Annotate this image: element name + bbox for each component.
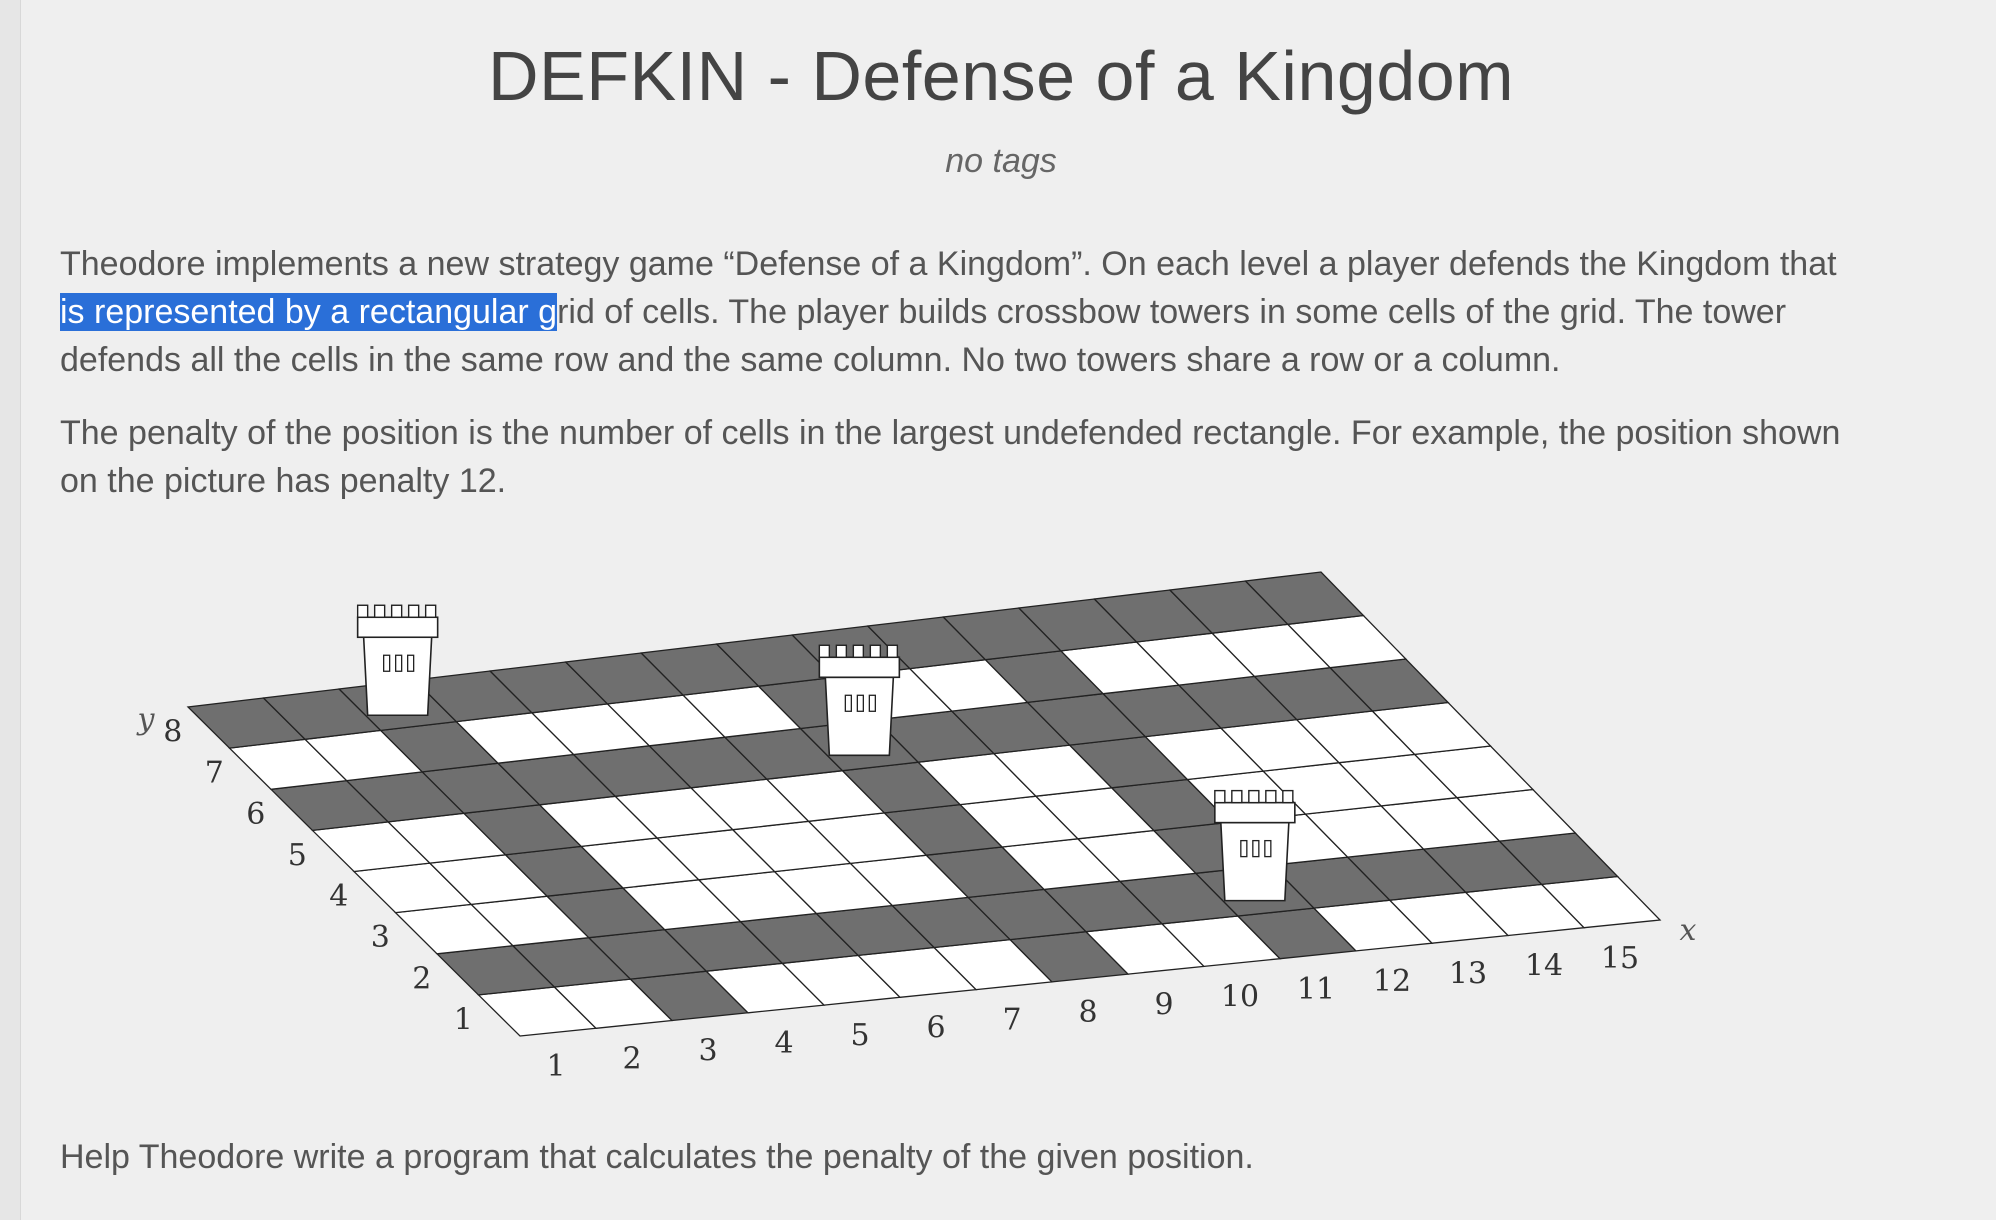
tags-label: no tags	[945, 142, 1057, 180]
y-tick-label: 6	[246, 797, 265, 832]
x-tick-label: 12	[1373, 964, 1411, 999]
y-tick-label: 5	[288, 838, 307, 873]
y-tick-label: 8	[163, 715, 182, 750]
x-tick-label: 14	[1525, 949, 1563, 984]
left-border	[0, 0, 21, 1220]
x-tick-label: 2	[622, 1041, 641, 1076]
crossbow-tower-icon	[1214, 789, 1296, 902]
defended-cell	[1244, 571, 1365, 625]
grid-figure: 1 2 3 4 5 6 7 8 9 10 11 12 13 14 15 1 2 3 4 5 6 7 8 x y	[120, 520, 1760, 1100]
x-tick-label: 5	[850, 1018, 869, 1053]
paragraph-line: on the picture has penalty 12.	[60, 462, 507, 500]
y-tick-label: 3	[371, 920, 390, 955]
paragraph-penalty[interactable]: The penalty of the position is the numbe…	[60, 409, 1960, 505]
crossbow-tower-icon	[356, 604, 439, 717]
x-tick-label: 15	[1601, 941, 1639, 976]
x-tick-label: 4	[774, 1026, 793, 1061]
x-tick-label: 11	[1297, 972, 1335, 1007]
selected-text[interactable]: is represented by a rectangular g	[60, 293, 558, 331]
paragraph-line: defends all the cells in the same row an…	[60, 341, 1561, 379]
x-tick-label: 9	[1154, 987, 1173, 1022]
x-tick-label: 8	[1078, 995, 1097, 1030]
towers	[356, 604, 1296, 902]
x-tick-label: 6	[926, 1011, 945, 1046]
page-title: DEFKIN - Defense of a Kingdom	[487, 37, 1515, 115]
y-axis-label: y	[136, 702, 156, 737]
x-tick-label: 10	[1221, 980, 1259, 1015]
paragraph-line: Theodore implements a new strategy game …	[60, 245, 1837, 283]
x-tick-label: 3	[698, 1034, 717, 1069]
paragraph-task[interactable]: Help Theodore write a program that calcu…	[60, 1138, 1254, 1176]
grid-cells	[186, 571, 1662, 1037]
paragraph-line: is represented by a rectangular grid of …	[60, 288, 1960, 336]
crossbow-tower-icon	[818, 644, 901, 757]
y-tick-label: 7	[205, 756, 224, 791]
y-tick-label: 2	[412, 961, 431, 996]
x-tick-label: 1	[546, 1049, 565, 1084]
paragraph-text: rid of cells. The player builds crossbow…	[557, 293, 1787, 331]
y-tick-label: 4	[329, 879, 348, 914]
x-tick-label: 13	[1449, 956, 1487, 991]
y-tick-label: 1	[454, 1002, 473, 1037]
x-axis-label: x	[1680, 913, 1697, 948]
x-tick-label: 7	[1002, 1003, 1021, 1038]
paragraph-intro[interactable]: Theodore implements a new strategy game …	[60, 240, 1960, 384]
paragraph-line: The penalty of the position is the numbe…	[60, 414, 1841, 452]
